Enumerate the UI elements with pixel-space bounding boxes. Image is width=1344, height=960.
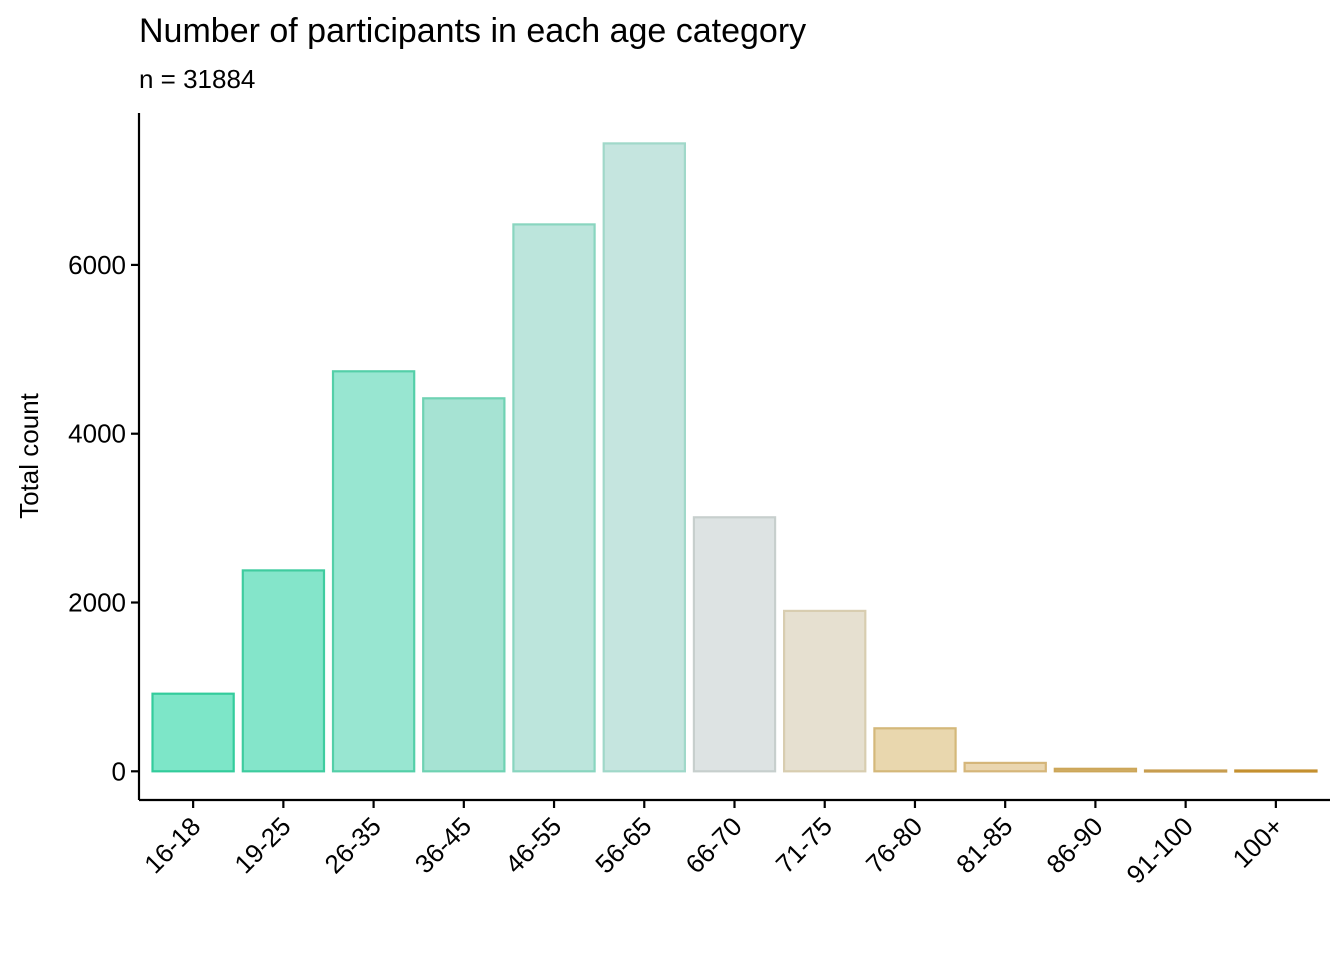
- x-tick-label: 56-65: [589, 811, 657, 879]
- y-axis-title: Total count: [14, 392, 44, 519]
- chart-title: Number of participants in each age categ…: [139, 12, 807, 50]
- x-tick-label: 86-90: [1040, 811, 1108, 879]
- bar-26-35: [331, 370, 416, 773]
- bar-76-80: [873, 727, 957, 773]
- x-tick-label: 100+: [1226, 811, 1289, 874]
- chart-subtitle: n = 31884: [139, 64, 256, 94]
- bars-group: [151, 142, 1318, 773]
- bar-46-55: [512, 223, 596, 773]
- bar-81-85: [963, 761, 1047, 773]
- bar-36-45: [422, 397, 506, 773]
- x-tick-label: 71-75: [770, 811, 838, 879]
- x-tick-label: 66-70: [680, 811, 748, 879]
- y-tick-label: 4000: [68, 419, 126, 449]
- x-tick-label: 26-35: [319, 811, 387, 879]
- bar-100+: [1234, 769, 1318, 773]
- x-tick-label: 81-85: [950, 811, 1018, 879]
- y-axis-ticks: 0 2000 4000 6000: [68, 250, 139, 786]
- x-tick-label: 36-45: [409, 811, 477, 879]
- x-tick-label: 76-80: [860, 811, 928, 879]
- bar-56-65: [602, 142, 687, 773]
- x-tick-label: 46-55: [499, 811, 567, 879]
- bar-91-100: [1143, 769, 1228, 773]
- x-tick-label: 91-100: [1120, 811, 1198, 889]
- bar-71-75: [782, 609, 867, 773]
- x-tick-label: 16-18: [138, 811, 206, 879]
- x-tick-label: 19-25: [228, 811, 296, 879]
- y-tick-label: 0: [112, 756, 126, 786]
- bar-66-70: [692, 516, 777, 773]
- y-tick-label: 6000: [68, 250, 126, 280]
- bar-86-90: [1053, 767, 1138, 773]
- y-tick-label: 2000: [68, 588, 126, 618]
- x-axis-ticks: 16-18 19-25 26-35 36-45 46-55 56-65 66-70 71-75…: [138, 800, 1289, 889]
- bar-16-18: [151, 692, 235, 773]
- bar-19-25: [241, 569, 326, 773]
